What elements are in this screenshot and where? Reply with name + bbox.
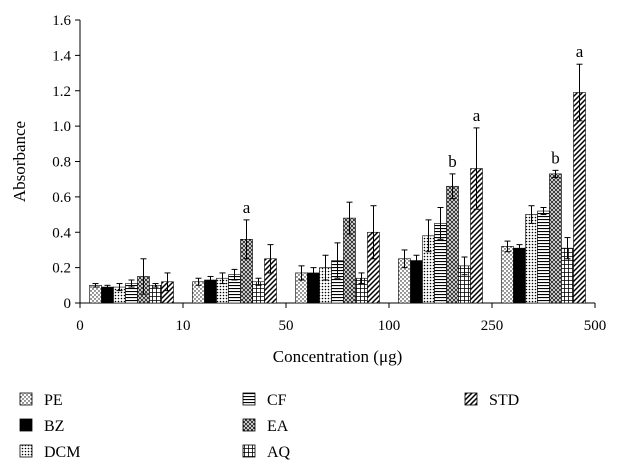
y-tick-label: 0.4 (52, 225, 71, 241)
bar-pe-10 (89, 285, 102, 304)
x-tick-label: 0 (76, 318, 84, 334)
bar-dcm-500 (525, 214, 538, 304)
significance-label: a (473, 106, 481, 125)
x-tick-label: 250 (481, 318, 504, 334)
bar-cf-500 (537, 210, 550, 304)
legend-item-cf: CF (242, 392, 287, 409)
error-bar-std-250 (473, 127, 480, 210)
legend-label: EA (267, 418, 289, 435)
error-bar-dcm-500 (528, 205, 535, 224)
error-bar-ea-100 (346, 201, 353, 235)
legend-label: BZ (44, 418, 64, 435)
legend-label: PE (44, 392, 63, 409)
error-bar-bz-100 (310, 267, 317, 279)
legend-label: AQ (267, 444, 291, 461)
legend-swatch (464, 392, 478, 406)
bar-ea-500 (549, 173, 562, 304)
legend-item-pe: PE (19, 392, 63, 409)
error-bar-bz-10 (104, 284, 111, 290)
y-tick-label: 1.2 (52, 84, 71, 100)
bar-aq-10 (149, 285, 162, 304)
chart-axes: 0 0.2 0.4 0.6 0.8 1.0 1.2 1.4 1.6 0 10 50 100 250 500 C… (10, 13, 606, 366)
error-bar-dcm-100 (322, 254, 329, 281)
error-bar-std-500 (576, 63, 583, 122)
error-bar-ea-250 (449, 173, 456, 200)
legend-swatch (19, 392, 33, 406)
legend-item-std: STD (464, 392, 519, 409)
error-bar-pe-500 (504, 240, 511, 253)
error-bar-pe-50 (195, 277, 202, 286)
chart-legend: PE BZ DCM CF EA AQ STD (19, 392, 519, 461)
legend-swatch (242, 444, 256, 458)
error-bar-cf-50 (231, 268, 238, 281)
error-bar-aq-500 (564, 237, 571, 260)
error-bar-dcm-50 (219, 272, 226, 285)
legend-label: DCM (44, 444, 80, 461)
error-bar-bz-250 (413, 254, 420, 267)
y-axis-title: Absorbance (10, 121, 29, 202)
y-tick-label: 1.4 (52, 48, 71, 64)
y-tick-label: 0.6 (52, 190, 71, 206)
legend-swatch (242, 418, 256, 432)
x-tick-label: 50 (279, 318, 294, 334)
error-bar-ea-500 (552, 169, 559, 178)
legend-label: CF (267, 392, 287, 409)
bar-ea-250 (446, 185, 459, 304)
x-tick-label: 500 (584, 318, 607, 334)
legend-swatch (242, 392, 256, 406)
legend-label: STD (489, 392, 519, 409)
y-tick-label: 0 (64, 296, 72, 312)
error-bar-std-10 (164, 272, 171, 292)
x-tick-label: 10 (176, 318, 191, 334)
legend-item-aq: AQ (242, 444, 291, 461)
error-bar-std-50 (267, 244, 274, 274)
chart-error-bars (92, 63, 583, 295)
error-bar-std-100 (370, 205, 377, 260)
error-bar-pe-100 (298, 265, 305, 281)
error-bar-pe-10 (92, 283, 99, 288)
error-bar-cf-10 (128, 279, 135, 288)
error-bar-ea-10 (140, 258, 147, 295)
y-tick-label: 1.6 (52, 13, 71, 29)
y-tick-label: 1.0 (52, 119, 71, 135)
significance-label: a (243, 198, 251, 217)
legend-swatch (19, 418, 33, 432)
legend-item-bz: BZ (19, 418, 64, 435)
error-bar-dcm-250 (425, 219, 432, 253)
x-axis-title: Concentration (μg) (273, 347, 403, 366)
significance-label: b (448, 152, 457, 171)
bar-std-500 (573, 92, 586, 304)
error-bar-bz-50 (207, 275, 214, 285)
error-bar-cf-250 (437, 206, 444, 240)
legend-swatch (19, 444, 33, 458)
error-bar-aq-10 (152, 283, 159, 288)
error-bar-pe-250 (401, 249, 408, 269)
legend-item-dcm: DCM (19, 444, 80, 461)
error-bar-aq-100 (358, 272, 365, 285)
y-tick-label: 0.2 (52, 261, 71, 277)
error-bar-cf-100 (334, 242, 341, 279)
significance-label: a (576, 42, 584, 61)
error-bar-aq-250 (461, 256, 468, 276)
error-bar-ea-50 (243, 219, 250, 260)
error-bar-dcm-10 (116, 283, 123, 292)
y-tick-label: 0.8 (52, 155, 71, 171)
bar-bz-10 (101, 286, 114, 304)
bar-bz-250 (410, 260, 423, 304)
chart-annotations: a b a b a (243, 42, 584, 217)
legend-item-ea: EA (242, 418, 289, 435)
significance-label: b (551, 148, 560, 167)
bar-bz-500 (513, 247, 526, 304)
error-bar-bz-500 (516, 244, 523, 253)
error-bar-aq-50 (255, 277, 262, 286)
x-tick-label: 100 (378, 318, 401, 334)
error-bar-cf-500 (540, 206, 547, 216)
bar-pe-500 (501, 246, 514, 304)
chart-bars (89, 92, 586, 304)
